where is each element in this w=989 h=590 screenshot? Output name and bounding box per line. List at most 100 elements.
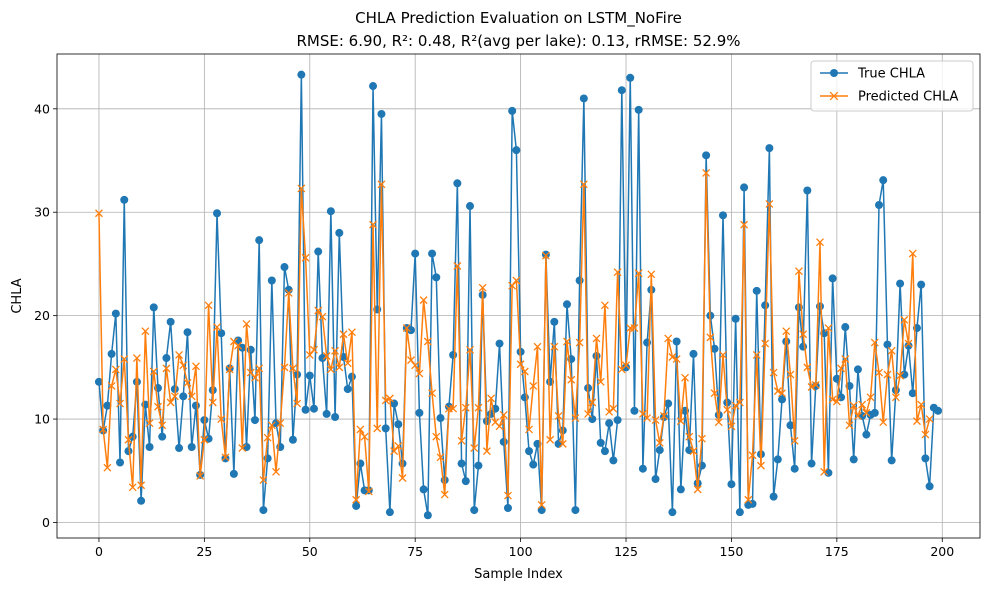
data-point-true-chla <box>314 247 323 256</box>
data-point-predicted-chla <box>508 281 517 290</box>
data-point-predicted-chla <box>141 327 150 336</box>
data-point-predicted-chla <box>474 403 483 412</box>
data-point-predicted-chla <box>482 447 491 456</box>
data-point-predicted-chla <box>503 491 512 500</box>
data-point-predicted-chla <box>630 324 639 333</box>
data-point-predicted-chla <box>318 312 327 321</box>
data-point-predicted-chla <box>571 414 580 422</box>
data-point-predicted-chla <box>276 419 285 428</box>
data-point-true-chla <box>554 439 563 448</box>
data-point-true-chla <box>617 86 626 95</box>
data-point-true-chla <box>664 399 673 408</box>
data-point-predicted-chla <box>170 392 179 401</box>
data-point-predicted-chla <box>221 453 230 462</box>
data-point-predicted-chla <box>719 350 727 359</box>
data-point-predicted-chla <box>356 425 365 434</box>
data-point-predicted-chla <box>255 364 264 373</box>
data-point-predicted-chla <box>866 393 875 402</box>
data-point-predicted-chla <box>554 412 563 420</box>
data-point-predicted-chla <box>879 418 888 427</box>
data-point-predicted-chla <box>158 421 167 430</box>
data-point-true-chla <box>415 408 424 417</box>
data-point-true-chla <box>600 447 609 456</box>
axis-ticks: 0 25 50 75 100 125 150 175 200 0 10 20 30 40 <box>34 101 954 559</box>
data-point-predicted-chla <box>613 268 622 277</box>
data-point-predicted-chla <box>343 359 352 368</box>
data-point-true-chla <box>799 342 808 351</box>
data-point-true-chla <box>162 354 171 363</box>
data-point-true-chla <box>474 461 483 470</box>
data-point-true-chla <box>887 456 896 465</box>
data-point-true-chla <box>432 273 441 282</box>
data-point-true-chla <box>896 279 905 288</box>
data-point-predicted-chla <box>120 355 129 364</box>
data-point-predicted-chla <box>913 417 921 426</box>
data-point-predicted-chla <box>558 439 567 448</box>
data-point-true-chla <box>828 274 837 283</box>
data-point-predicted-chla <box>234 341 243 350</box>
y-axis-label: CHLA <box>10 278 25 313</box>
data-point-predicted-chla <box>381 396 390 405</box>
data-point-true-chla <box>710 344 719 353</box>
data-point-true-chla <box>411 249 420 258</box>
data-point-true-chla <box>120 195 129 204</box>
data-point-true-chla <box>423 511 432 520</box>
data-point-true-chla <box>326 207 335 216</box>
data-point-true-chla <box>158 432 167 441</box>
x-tick-label: 50 <box>302 544 318 559</box>
legend-marker-predicted-chla <box>829 91 839 101</box>
data-point-true-chla <box>335 228 344 237</box>
data-point-predicted-chla <box>179 361 188 370</box>
data-point-true-chla <box>786 421 795 430</box>
data-point-true-chla <box>622 363 631 372</box>
data-point-true-chla <box>466 202 475 211</box>
data-point-predicted-chla <box>845 421 854 430</box>
data-point-predicted-chla <box>799 330 808 339</box>
data-point-true-chla <box>259 506 268 515</box>
data-point-predicted-chla <box>390 447 399 456</box>
data-point-true-chla <box>103 401 112 410</box>
data-point-true-chla <box>470 506 479 515</box>
x-tick-label: 25 <box>196 544 212 559</box>
data-point-true-chla <box>541 250 550 259</box>
y-tick-label: 20 <box>34 308 50 323</box>
data-point-predicted-chla <box>832 397 841 406</box>
data-point-predicted-chla <box>765 199 774 208</box>
data-point-true-chla <box>149 303 158 312</box>
data-point-true-chla <box>512 146 521 155</box>
data-point-true-chla <box>849 455 858 464</box>
data-point-predicted-chla <box>411 361 420 370</box>
data-point-predicted-chla <box>841 355 850 364</box>
data-point-predicted-chla <box>512 276 521 285</box>
data-point-predicted-chla <box>428 389 437 398</box>
data-point-true-chla <box>406 326 415 335</box>
data-point-predicted-chla <box>697 434 706 443</box>
data-point-predicted-chla <box>415 369 424 378</box>
data-point-predicted-chla <box>794 267 803 276</box>
data-point-predicted-chla <box>643 414 652 422</box>
data-point-true-chla <box>605 419 614 428</box>
plot-area-frame <box>56 53 981 539</box>
data-point-true-chla <box>879 176 888 185</box>
data-point-predicted-chla <box>457 436 466 445</box>
data-point-true-chla <box>145 442 154 451</box>
data-point-true-chla <box>769 492 778 501</box>
data-point-predicted-chla <box>407 356 415 365</box>
data-point-true-chla <box>267 276 276 285</box>
data-point-true-chla <box>369 82 378 91</box>
data-point-predicted-chla <box>676 417 685 426</box>
data-point-true-chla <box>613 416 622 425</box>
data-point-predicted-chla <box>293 399 302 408</box>
y-tick-label: 0 <box>42 515 50 530</box>
plot-series <box>94 70 943 520</box>
data-point-predicted-chla <box>651 416 660 425</box>
data-point-predicted-chla <box>525 425 534 434</box>
data-point-predicted-chla <box>267 421 276 430</box>
data-point-true-chla <box>790 464 799 473</box>
data-point-true-chla <box>676 485 685 494</box>
data-point-true-chla <box>390 399 399 408</box>
x-tick-label: 0 <box>95 544 103 559</box>
data-point-true-chla <box>626 73 635 82</box>
data-point-true-chla <box>301 405 310 414</box>
data-point-predicted-chla <box>116 399 124 408</box>
